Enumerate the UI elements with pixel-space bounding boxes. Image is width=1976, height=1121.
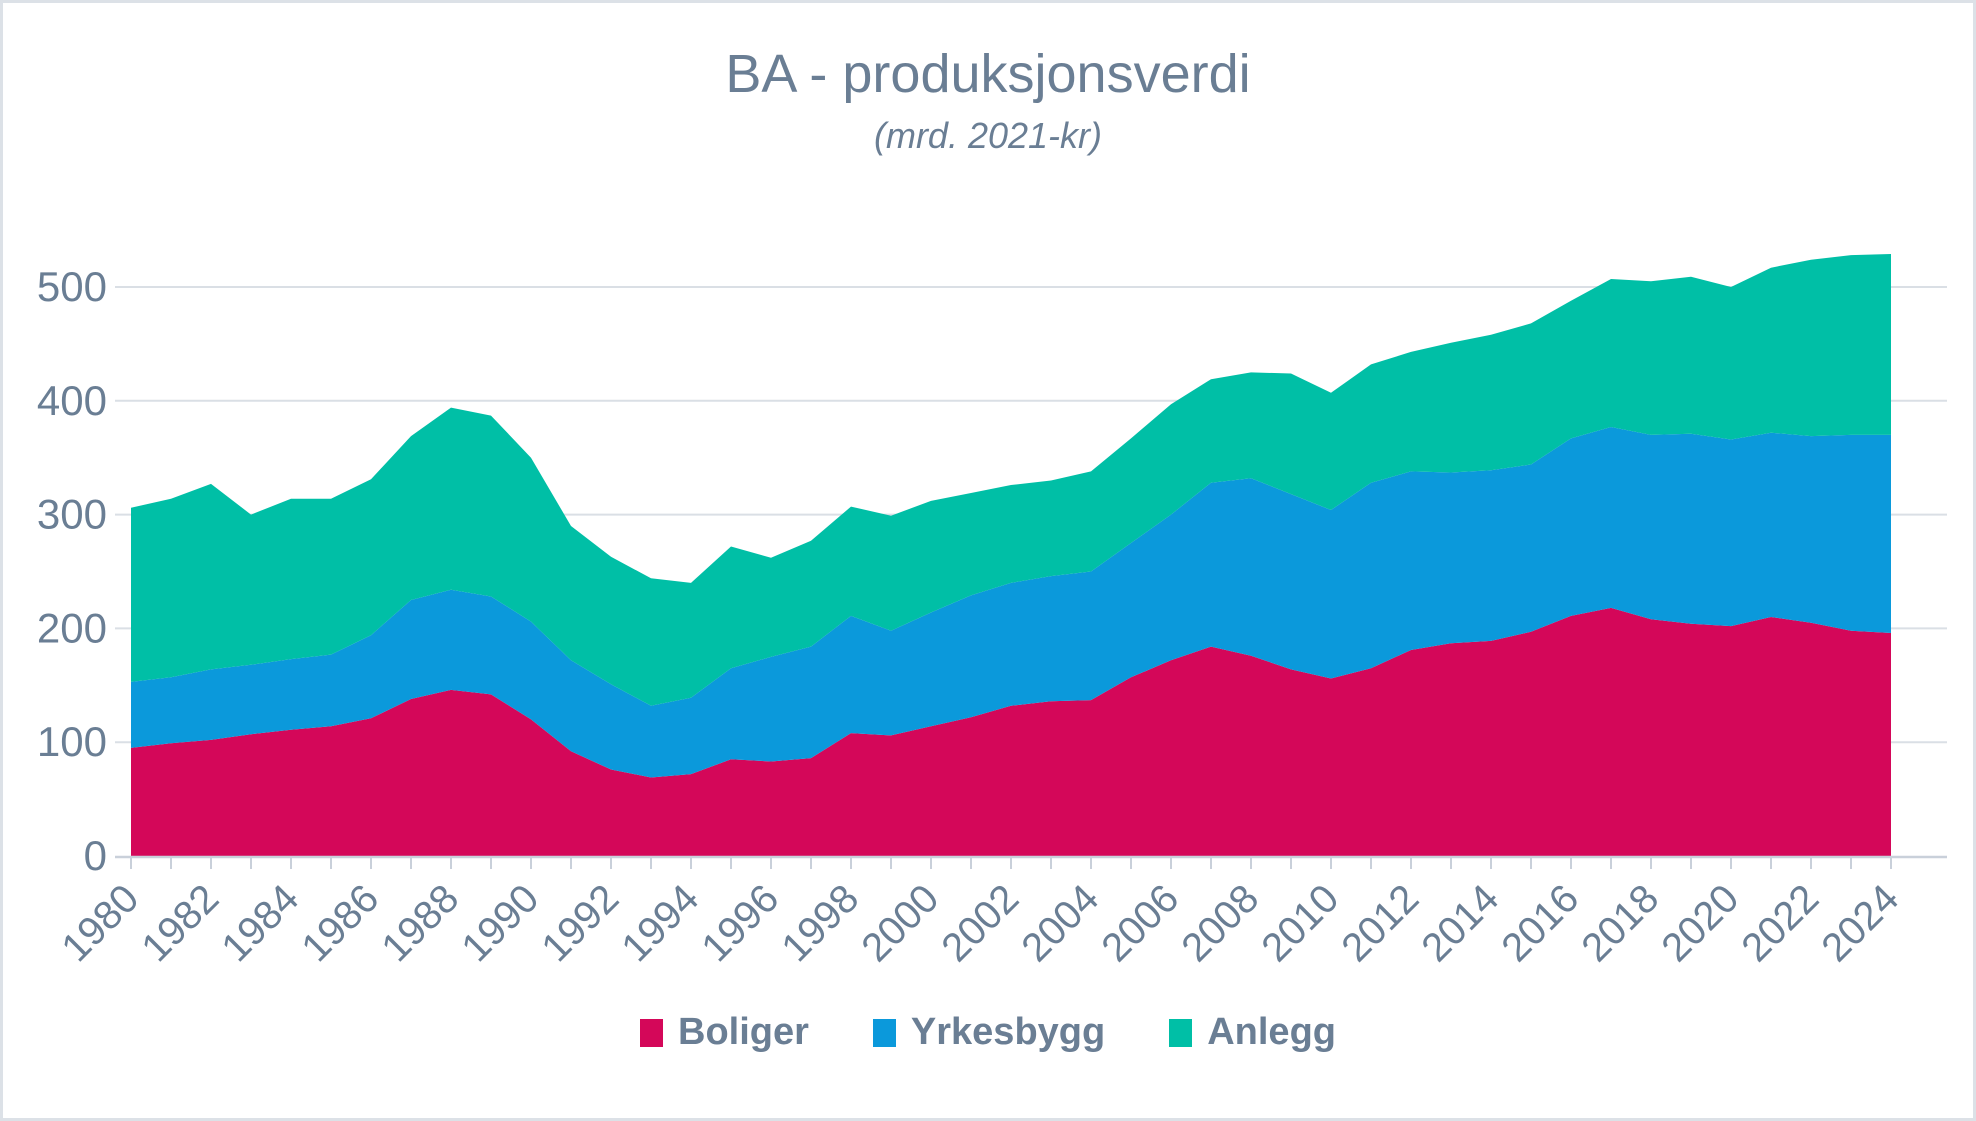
legend-swatch-icon	[872, 1018, 896, 1047]
chart-legend: Boliger Yrkesbygg Anlegg	[3, 1011, 1973, 1054]
area-anlegg	[131, 254, 1891, 706]
x-axis-label-2010: 2010	[1253, 876, 1347, 970]
legend-label: Yrkesbygg	[910, 1011, 1106, 1053]
x-axis-label-2018: 2018	[1573, 876, 1667, 970]
stacked-area-chart: 0 100 200 300 400 500 198019821984198619881990…	[37, 254, 1947, 970]
x-axis-label-1994: 1994	[613, 876, 707, 970]
x-axis-label-2006: 2006	[1093, 876, 1187, 970]
x-axis-label-2004: 2004	[1013, 876, 1107, 970]
y-axis-label-400: 400	[37, 377, 107, 424]
y-axis-label-500: 500	[37, 263, 107, 310]
x-axis-label-1996: 1996	[693, 876, 787, 970]
y-axis-label-0: 0	[84, 832, 107, 879]
x-axis-label-2020: 2020	[1653, 876, 1747, 970]
area-boliger	[131, 607, 1891, 856]
x-axis-label-1982: 1982	[133, 876, 227, 970]
chart-title: BA - produksjonsverdi	[725, 44, 1251, 104]
x-axis-label-1984: 1984	[213, 876, 307, 970]
legend-item-boliger: Boliger	[640, 1011, 809, 1054]
legend-item-anlegg: Anlegg	[1169, 1011, 1336, 1054]
x-axis-label-2022: 2022	[1733, 876, 1827, 970]
legend-label: Anlegg	[1207, 1011, 1336, 1053]
x-axis-label-1990: 1990	[453, 876, 547, 970]
chart-subtitle: (mrd. 2021-kr)	[873, 115, 1103, 156]
x-axis-label-2012: 2012	[1333, 876, 1427, 970]
x-axis-label-2016: 2016	[1493, 876, 1587, 970]
x-axis-label-2024: 2024	[1813, 876, 1907, 970]
x-axis-label-2008: 2008	[1173, 876, 1267, 970]
x-axis-label-2014: 2014	[1413, 876, 1507, 970]
x-axis-label-2002: 2002	[933, 876, 1027, 970]
x-axis-label-1988: 1988	[373, 876, 467, 970]
x-axis-label-1998: 1998	[773, 876, 867, 970]
legend-swatch-icon	[640, 1018, 663, 1047]
x-axis-label-1992: 1992	[533, 876, 627, 970]
x-axis-label-1986: 1986	[293, 876, 387, 970]
y-axis-label-200: 200	[37, 604, 107, 651]
legend-label: Boliger	[678, 1011, 809, 1053]
legend-item-yrkesbygg: Yrkesbygg	[872, 1011, 1106, 1054]
x-axis-label-1980: 1980	[53, 876, 147, 970]
y-axis-label-300: 300	[37, 491, 107, 538]
y-axis-label-100: 100	[37, 718, 107, 765]
area-yrkesbygg	[131, 427, 1891, 778]
x-axis-label-2000: 2000	[853, 876, 947, 970]
legend-swatch-icon	[1169, 1018, 1193, 1047]
